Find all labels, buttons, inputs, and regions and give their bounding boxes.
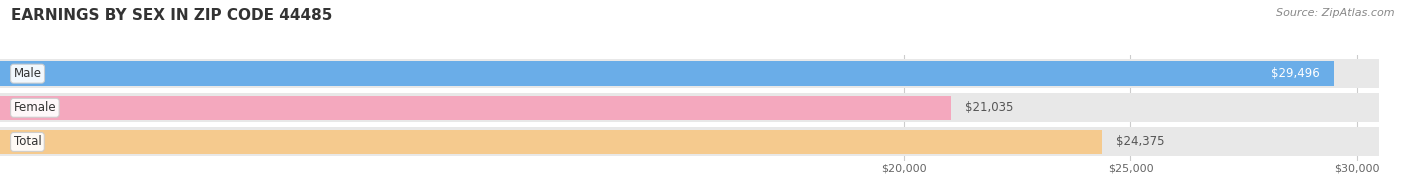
Bar <box>0 130 1102 154</box>
Bar <box>0 95 952 120</box>
Text: $24,375: $24,375 <box>1116 135 1164 148</box>
Text: Male: Male <box>14 67 42 80</box>
Text: Female: Female <box>14 101 56 114</box>
Bar <box>0 61 1334 86</box>
Bar <box>0 127 1379 156</box>
Text: Total: Total <box>14 135 41 148</box>
Bar <box>0 59 1379 88</box>
Text: EARNINGS BY SEX IN ZIP CODE 44485: EARNINGS BY SEX IN ZIP CODE 44485 <box>11 8 333 23</box>
Text: $29,496: $29,496 <box>1271 67 1320 80</box>
Text: Source: ZipAtlas.com: Source: ZipAtlas.com <box>1277 8 1395 18</box>
Text: $21,035: $21,035 <box>965 101 1014 114</box>
Bar <box>0 93 1379 122</box>
